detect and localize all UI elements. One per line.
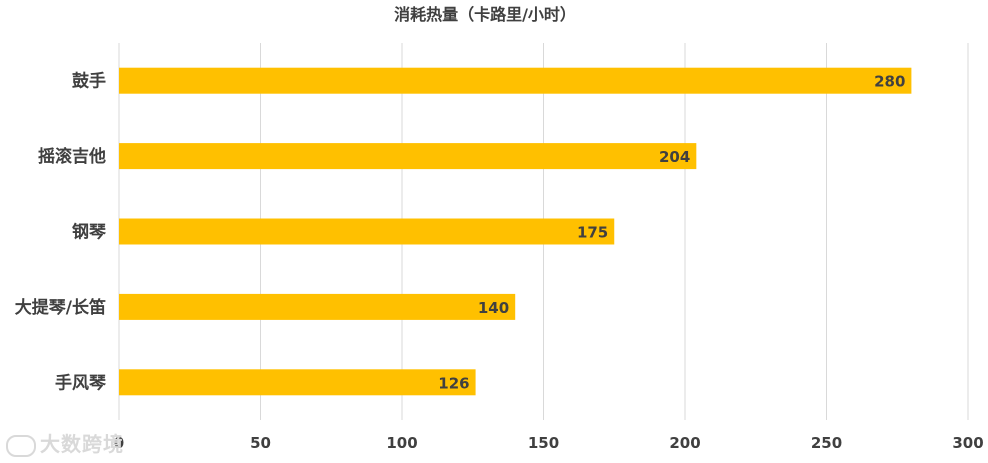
x-tick-label: 50 [250, 434, 271, 452]
x-tick-label: 0 [114, 434, 124, 452]
category-label: 鼓手 [72, 71, 106, 92]
data-label: 280 [874, 73, 905, 91]
category-label: 手风琴 [55, 372, 106, 393]
bar [119, 218, 615, 245]
data-label: 126 [438, 374, 469, 392]
category-label: 摇滚吉他 [38, 146, 106, 167]
x-tick-label: 300 [952, 434, 983, 452]
category-label: 钢琴 [72, 222, 106, 243]
x-tick-labels: 0 50 100 150 200 250 300 [114, 434, 984, 452]
x-tick-label: 250 [811, 434, 842, 452]
bar [119, 293, 516, 320]
watermark-logo-icon [6, 434, 36, 457]
watermark: 大数跨境 [6, 428, 124, 457]
x-tick-label: 200 [669, 434, 700, 452]
watermark-text: 大数跨境 [40, 432, 124, 456]
bars [119, 67, 912, 396]
bar [119, 369, 476, 396]
bar [119, 67, 912, 94]
data-label: 204 [659, 148, 690, 166]
data-label: 175 [577, 224, 608, 242]
chart-title: 消耗热量（卡路里/小时） [394, 5, 576, 24]
x-tick-label: 150 [528, 434, 559, 452]
bar [119, 143, 697, 170]
x-tick-label: 100 [386, 434, 417, 452]
data-labels: 280 204 175 140 126 [438, 73, 905, 393]
data-label: 140 [478, 299, 509, 317]
category-label: 大提琴/长笛 [15, 297, 106, 318]
